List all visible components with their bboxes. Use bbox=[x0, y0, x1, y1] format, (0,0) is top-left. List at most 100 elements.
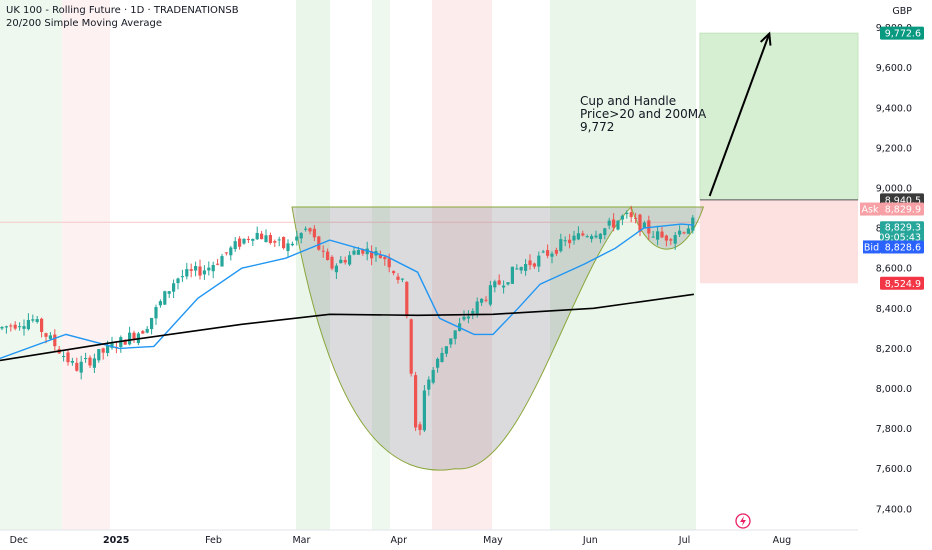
candle-body bbox=[321, 250, 325, 252]
candle bbox=[308, 227, 312, 235]
candle bbox=[260, 230, 264, 240]
y-tick-label: 9,200.0 bbox=[876, 143, 912, 154]
candle-body bbox=[189, 269, 193, 271]
candle bbox=[163, 290, 167, 306]
candle bbox=[158, 299, 162, 308]
candle-body bbox=[625, 212, 629, 215]
candle bbox=[510, 266, 514, 284]
lightning-icon-ring bbox=[735, 513, 751, 529]
candle-body bbox=[216, 263, 220, 265]
candle-body bbox=[238, 238, 242, 247]
countdown-value: 09:05:43 bbox=[878, 233, 921, 244]
candle-body bbox=[198, 266, 202, 276]
candle bbox=[97, 349, 101, 363]
candle-body bbox=[634, 217, 638, 219]
candle bbox=[559, 233, 563, 253]
candle bbox=[576, 226, 580, 241]
target-tag: 9,772.6 bbox=[880, 26, 924, 40]
candle bbox=[224, 252, 228, 256]
candle-body bbox=[638, 214, 642, 232]
target-tag-value: 9,772.6 bbox=[885, 29, 921, 40]
candle bbox=[238, 236, 242, 250]
candle-body bbox=[572, 235, 576, 241]
candle bbox=[678, 225, 682, 238]
candle-body bbox=[612, 219, 616, 228]
candle bbox=[686, 224, 690, 234]
session-band bbox=[432, 0, 492, 530]
candle-body bbox=[524, 264, 528, 271]
indicator-label: 20/200 Simple Moving Average bbox=[6, 18, 163, 29]
candle-body bbox=[40, 318, 44, 332]
candle bbox=[295, 231, 299, 246]
candle bbox=[4, 325, 8, 334]
y-tick-label: 7,800.0 bbox=[876, 424, 912, 435]
candle bbox=[220, 253, 224, 267]
candle bbox=[233, 236, 237, 252]
candle-body bbox=[260, 233, 264, 240]
candle-body bbox=[326, 251, 330, 260]
candle bbox=[387, 253, 391, 273]
candle bbox=[92, 353, 96, 373]
candle-body bbox=[691, 217, 695, 231]
candle-body bbox=[669, 239, 673, 241]
candle bbox=[304, 226, 308, 232]
candle bbox=[70, 357, 74, 366]
candle-body bbox=[550, 253, 554, 257]
candle-body bbox=[224, 252, 228, 254]
candle-body bbox=[642, 222, 646, 228]
candle-body bbox=[603, 228, 607, 236]
candle bbox=[167, 290, 171, 298]
candle-body bbox=[400, 278, 404, 280]
stop-tag: 8,524.9 bbox=[880, 276, 924, 290]
candle bbox=[277, 236, 281, 247]
candle bbox=[326, 248, 330, 261]
candle bbox=[229, 245, 233, 261]
candle-body bbox=[282, 236, 286, 249]
candle bbox=[48, 332, 52, 341]
last-price-value: 8,829.3 bbox=[885, 223, 921, 234]
session-band bbox=[0, 0, 62, 530]
y-tick-label: 7,600.0 bbox=[876, 464, 912, 475]
candle bbox=[211, 261, 215, 279]
candle bbox=[664, 234, 668, 247]
ask-label-box bbox=[860, 202, 880, 216]
candle bbox=[546, 244, 550, 259]
candle bbox=[436, 357, 440, 373]
candle-body bbox=[330, 256, 334, 269]
candle-body bbox=[242, 238, 246, 244]
ask-tag-box bbox=[880, 202, 924, 216]
candle bbox=[603, 227, 607, 240]
candle-body bbox=[176, 278, 180, 284]
candle-body bbox=[295, 236, 299, 241]
candle-body bbox=[163, 291, 167, 305]
candle-body bbox=[251, 238, 255, 241]
candle-body bbox=[88, 357, 92, 366]
candle-body bbox=[546, 250, 550, 256]
candle bbox=[568, 234, 572, 249]
candle-body bbox=[84, 358, 88, 360]
y-tick-label: 8,000.0 bbox=[876, 384, 912, 395]
candle-body bbox=[273, 241, 277, 243]
candle-body bbox=[172, 283, 176, 292]
candle bbox=[607, 217, 611, 230]
candle bbox=[656, 225, 660, 246]
y-tick-label: 9,400.0 bbox=[876, 103, 912, 114]
candle-body bbox=[471, 310, 475, 314]
candle bbox=[141, 329, 145, 334]
candle-body bbox=[101, 348, 105, 353]
annotation-line3: 9,772 bbox=[580, 120, 615, 134]
candle-body bbox=[22, 326, 26, 329]
candle-body bbox=[594, 235, 598, 238]
candle-body bbox=[132, 332, 136, 340]
candle-body bbox=[559, 239, 563, 252]
candle bbox=[84, 352, 88, 363]
candle bbox=[634, 212, 638, 224]
candle bbox=[594, 230, 598, 239]
candle-body bbox=[106, 344, 110, 354]
candle-body bbox=[436, 358, 440, 368]
candle bbox=[519, 266, 523, 274]
target-zone bbox=[699, 32, 859, 201]
candle-body bbox=[290, 243, 294, 246]
candle bbox=[422, 385, 426, 433]
